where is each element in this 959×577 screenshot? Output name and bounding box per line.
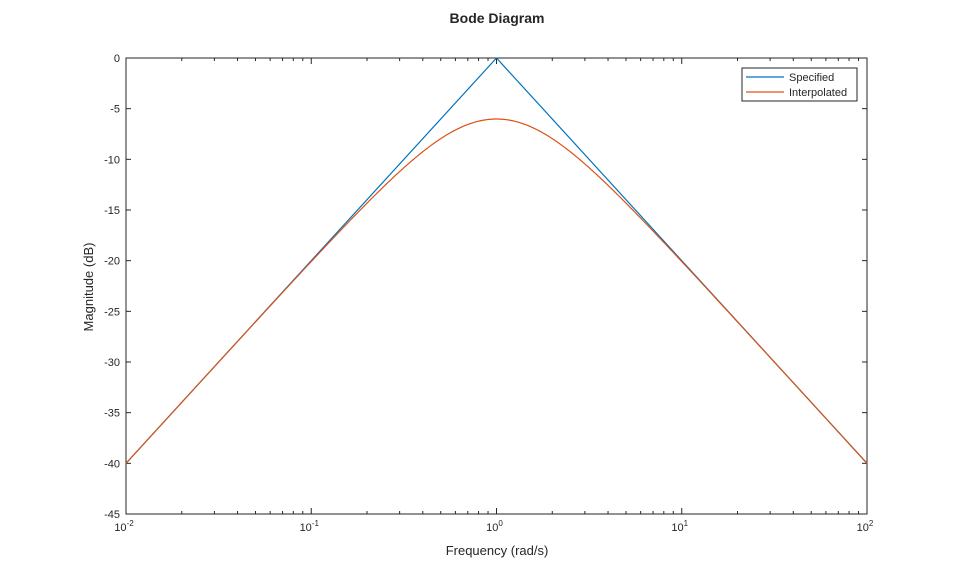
series-line-interpolated bbox=[125, 118, 868, 464]
series-lines bbox=[125, 57, 868, 464]
x-tick-label: 100 bbox=[486, 519, 503, 534]
y-tick-label: -5 bbox=[110, 104, 120, 116]
y-tick-label: -30 bbox=[104, 357, 120, 369]
x-tick-label: 102 bbox=[857, 519, 874, 534]
y-tick-label: -40 bbox=[104, 458, 120, 470]
x-axis-label: Frequency (rad/s) bbox=[446, 543, 549, 558]
x-tick-label: 10-2 bbox=[114, 519, 134, 534]
x-tick-label: 10-1 bbox=[300, 519, 320, 534]
plot-area bbox=[125, 57, 868, 515]
chart-title: Bode Diagram bbox=[450, 10, 545, 26]
y-axis-label: Magnitude (dB) bbox=[81, 243, 96, 332]
legend: Specified Interpolated bbox=[741, 67, 858, 102]
legend-label-interpolated: Interpolated bbox=[789, 87, 847, 99]
y-tick-label: -25 bbox=[104, 306, 120, 318]
legend-label-specified: Specified bbox=[789, 72, 834, 84]
y-tick-label: -35 bbox=[104, 408, 120, 420]
y-tick-label: -15 bbox=[104, 205, 120, 217]
x-tick-label: 101 bbox=[671, 519, 688, 534]
y-tick-label: -10 bbox=[104, 154, 120, 166]
plot-frame bbox=[125, 57, 868, 515]
y-tick-label: -20 bbox=[104, 256, 120, 268]
y-tick-label: 0 bbox=[114, 53, 120, 65]
legend-box bbox=[741, 67, 858, 102]
y-tick-label: -45 bbox=[104, 509, 120, 521]
